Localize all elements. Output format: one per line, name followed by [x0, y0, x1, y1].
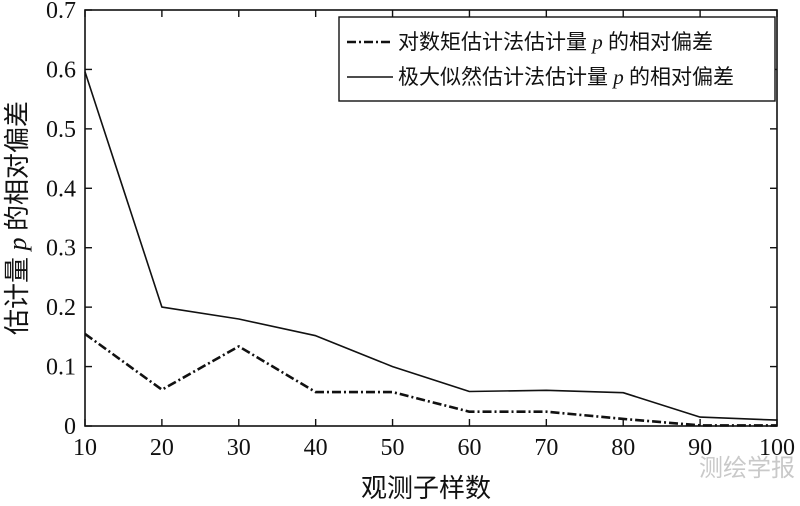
tick-labels-layer: 10 20 30 40 50 60 70 80 90 100 0 0.1 0.2 0.3 0.4 0.5 0.6… [46, 0, 795, 461]
y-tick-label-3: 0.3 [46, 236, 76, 262]
y-tick-label-6: 0.6 [46, 57, 76, 83]
y-axis-label-part-2: 的相对偏差 [3, 101, 32, 231]
y-tick-label-0: 0 [64, 414, 76, 440]
y-axis-label-part-1: 估计量 [3, 257, 32, 335]
y-tick-label-4: 0.4 [46, 176, 76, 202]
legend-moment-part-1: 对数矩估计法估计量 [398, 30, 587, 54]
x-axis-label: 观测子样数 [361, 474, 491, 502]
y-tick-label-7: 0.7 [46, 0, 76, 24]
x-tick-label-60: 60 [457, 435, 481, 461]
legend-mle-part-2: 的相对偏差 [629, 65, 734, 89]
watermark: 测绘学报 [699, 455, 795, 482]
series-line-moment-estimation [84, 332, 777, 427]
y-tick-label-5: 0.5 [46, 117, 76, 143]
x-tick-label-50: 50 [381, 435, 405, 461]
x-tick-label-30: 30 [227, 435, 251, 461]
legend-moment-italic-p: p [587, 30, 608, 54]
legend-mle-part-1: 极大似然估计法估计量 [398, 65, 608, 89]
y-tick-label-1: 0.1 [46, 355, 76, 381]
x-tick-label-90: 90 [688, 435, 712, 461]
x-tick-label-80: 80 [611, 435, 635, 461]
y-tick-label-2: 0.2 [46, 295, 76, 321]
y-axis-label-italic-p: p [3, 231, 32, 257]
x-tick-label-100: 100 [759, 435, 795, 461]
series-line-maximum-likelihood [84, 71, 778, 421]
legend-moment-part-2: 的相对偏差 [608, 30, 713, 54]
legend-label-moment: 对数矩估计法估计量 p 的相对偏差 [398, 30, 713, 54]
legend-mle-italic-p: p [608, 65, 629, 89]
ticks-layer [84, 9, 778, 427]
series-layer [84, 71, 778, 427]
legend-box [338, 16, 776, 102]
legend: 对数矩估计法估计量 p 的相对偏差 极大似然估计法估计量 p 的相对偏差 [338, 16, 776, 102]
x-tick-label-70: 70 [534, 435, 558, 461]
legend-label-mle: 极大似然估计法估计量 p 的相对偏差 [398, 65, 734, 89]
x-tick-label-20: 20 [150, 435, 174, 461]
y-axis-label: 估计量 p 的相对偏差 [3, 101, 32, 335]
plot-frame [84, 9, 778, 427]
x-tick-label-10: 10 [73, 435, 97, 461]
x-tick-label-40: 40 [304, 435, 328, 461]
